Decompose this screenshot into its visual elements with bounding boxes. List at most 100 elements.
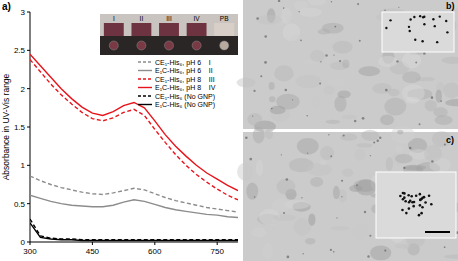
series-line xyxy=(30,176,238,212)
tem-inset-particle xyxy=(419,193,422,196)
tem-inset-particle xyxy=(423,196,426,199)
legend-swatch xyxy=(138,70,152,71)
tem-inset-particle xyxy=(423,23,425,25)
tem-texture xyxy=(352,223,369,241)
inset-photo: IIIIIIIVPB xyxy=(100,14,238,55)
tem-texture xyxy=(356,180,377,196)
tem-inset-particle xyxy=(401,209,404,212)
tem-inset-particle xyxy=(439,15,441,17)
tem-particle xyxy=(339,60,341,62)
tem-particle xyxy=(356,184,358,186)
well xyxy=(220,41,229,50)
series-line xyxy=(30,223,238,241)
tem-inset-particle xyxy=(421,40,423,42)
tem-inset-particle xyxy=(408,26,410,28)
tem-texture xyxy=(310,50,325,62)
tem-inset-particle xyxy=(419,204,422,207)
tem-particle xyxy=(370,155,371,156)
tem-inset-particle xyxy=(430,203,433,206)
tem-particle xyxy=(292,99,293,100)
tem-inset xyxy=(376,172,456,238)
tem-texture xyxy=(370,245,391,260)
legend-label: CE₁-His₆, pH 6 I xyxy=(155,59,211,67)
tem-texture xyxy=(397,130,403,135)
tem-inset-particle xyxy=(420,197,423,200)
tem-particle xyxy=(357,3,359,5)
tem-texture xyxy=(333,186,340,199)
tem-particle xyxy=(331,1,332,2)
tem-particle xyxy=(328,134,329,135)
legend-label: E₁C-His₆ (No GNP) xyxy=(155,101,215,109)
tem-texture xyxy=(265,129,273,140)
legend-label: E₁C-His₆, pH 6 II xyxy=(155,67,213,75)
tem-particle xyxy=(330,155,332,157)
tem-inset-particle xyxy=(418,214,421,217)
tem-particle xyxy=(403,167,405,169)
tem-particle xyxy=(398,7,399,8)
y-tick xyxy=(27,50,30,51)
tem-inset-particle xyxy=(409,199,412,202)
well xyxy=(192,41,201,50)
tem-particle xyxy=(373,141,375,143)
tem-inset-particle xyxy=(424,201,427,204)
tem-inset-particle xyxy=(413,16,415,18)
well xyxy=(165,41,174,50)
tem-texture xyxy=(308,0,326,6)
tem-inset-particle xyxy=(389,19,391,21)
tem-particle xyxy=(283,212,285,214)
tem-texture xyxy=(354,149,365,161)
tem-texture xyxy=(273,214,296,221)
y-tick xyxy=(27,127,30,128)
tem-particle xyxy=(249,158,252,161)
x-tick-label: 300 xyxy=(23,247,37,256)
legend: CE₁-His₆, pH 6 IE₁C-His₆, pH 6 IICE₁-His… xyxy=(138,59,216,110)
x-tick xyxy=(30,242,31,245)
tem-particle xyxy=(286,178,289,181)
tem-particle xyxy=(341,180,343,182)
panel-b: b) xyxy=(237,0,458,133)
well xyxy=(109,41,118,50)
tem-texture xyxy=(388,89,400,97)
tem-inset-particle xyxy=(410,195,413,198)
tem-particle xyxy=(307,153,308,154)
legend-swatch xyxy=(138,95,152,96)
tem-texture xyxy=(237,78,256,88)
legend-swatch xyxy=(138,61,152,62)
tem-particle xyxy=(419,123,421,125)
tem-particle xyxy=(362,117,365,120)
tem-inset-particle xyxy=(402,198,405,201)
tem-texture xyxy=(380,115,394,126)
tem-texture xyxy=(305,238,316,245)
tem-inset-particle xyxy=(414,39,416,41)
tem-particle xyxy=(264,61,267,64)
tem-texture xyxy=(445,99,458,106)
tem-particle xyxy=(271,108,273,110)
tem-particle xyxy=(384,249,386,251)
tem-particle xyxy=(336,217,337,218)
legend-label: E₁C-His₆, pH 8 IV xyxy=(155,84,216,92)
tem-particle xyxy=(409,147,411,149)
tem-particle xyxy=(385,89,388,92)
tem-inset-particle xyxy=(446,31,448,33)
tem-particle xyxy=(320,61,321,62)
tem-texture xyxy=(442,57,458,64)
panel-label: b) xyxy=(446,1,455,11)
tem-inset-particle xyxy=(402,192,405,195)
tem-texture xyxy=(334,96,346,112)
tem-particle xyxy=(431,96,434,99)
tem-texture xyxy=(269,82,275,90)
tem-inset-particle xyxy=(415,195,418,198)
tem-particle xyxy=(333,251,335,253)
tem-particle xyxy=(330,249,332,251)
y-tick-label: 0.5 xyxy=(14,200,26,209)
tem-texture xyxy=(434,115,452,125)
tem-texture xyxy=(326,120,341,124)
tem-particle xyxy=(278,0,280,2)
tem-particle xyxy=(260,75,262,77)
tem-inset-particle xyxy=(404,200,407,203)
tem-particle xyxy=(376,140,378,142)
tem-inset-particle xyxy=(432,18,434,20)
tem-inset-particle xyxy=(413,201,416,204)
tem-inset-particle xyxy=(419,15,421,17)
tem-texture xyxy=(358,66,380,76)
